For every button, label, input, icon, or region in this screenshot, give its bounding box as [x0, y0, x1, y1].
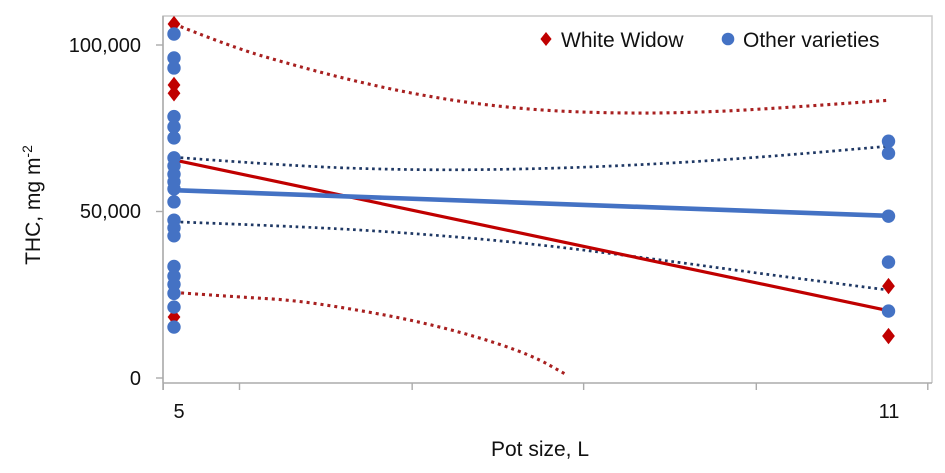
x-tick-label-11: 11	[879, 401, 900, 423]
data-point-white-widow	[882, 327, 895, 345]
y-axis-title: THC, mg m-2	[19, 145, 45, 265]
data-point-other-varieties	[167, 300, 181, 314]
trend-lines	[171, 158, 891, 313]
data-point-other-varieties	[167, 195, 181, 209]
other-varieties-upper-ci	[173, 144, 889, 172]
scatter-points	[167, 15, 896, 345]
data-point-other-varieties	[167, 109, 181, 124]
data-point-other-varieties	[167, 27, 181, 41]
legend-item-white-widow: White Widow	[540, 29, 684, 52]
other-varieties-trend	[171, 187, 891, 219]
x-axis-title: Pot size, L	[491, 438, 589, 461]
data-point-other-varieties	[167, 320, 181, 334]
ci-curves	[173, 22, 889, 377]
other-varieties-lower-ci	[173, 220, 889, 292]
legend-diamond-icon	[540, 32, 552, 46]
data-point-white-widow	[882, 277, 895, 295]
data-point-other-varieties	[881, 255, 896, 269]
data-point-white-widow	[167, 308, 181, 326]
data-point-other-varieties	[167, 131, 181, 145]
legend: White Widow Other varieties	[540, 29, 880, 52]
legend-label-other-varieties: Other varieties	[743, 29, 880, 52]
data-point-other-varieties	[881, 209, 896, 223]
data-point-other-varieties	[881, 304, 896, 318]
legend-label-white-widow: White Widow	[561, 29, 684, 52]
data-point-other-varieties	[881, 134, 896, 148]
data-point-other-varieties	[167, 229, 181, 243]
data-point-other-varieties	[881, 146, 896, 160]
plot-area-border	[162, 15, 933, 383]
white-widow-trend	[172, 158, 891, 313]
x-tick-label-5: 5	[173, 401, 184, 423]
y-axis-title-exponent: -2	[19, 145, 35, 158]
x-axis-ticks	[162, 383, 929, 390]
y-tick-label-0: 0	[130, 368, 141, 390]
white-widow-lower-ci	[173, 290, 568, 377]
data-point-other-varieties	[167, 51, 181, 65]
data-point-other-varieties	[167, 182, 181, 196]
data-point-other-varieties	[167, 259, 181, 274]
data-point-white-widow	[167, 76, 181, 94]
data-point-other-varieties	[167, 61, 181, 75]
y-axis-title-base: THC, mg m	[22, 158, 45, 265]
y-axis-ticks	[156, 44, 163, 379]
legend-item-other-varieties: Other varieties	[721, 29, 880, 52]
y-tick-label-50000: 50,000	[80, 201, 141, 223]
white-widow-upper-ci	[173, 22, 889, 115]
data-point-white-widow	[167, 85, 181, 102]
data-point-other-varieties	[167, 286, 181, 301]
data-point-white-widow	[167, 15, 181, 33]
y-tick-label-100000: 100,000	[69, 35, 141, 57]
data-point-other-varieties	[167, 120, 181, 134]
legend-circle-icon	[721, 32, 735, 46]
